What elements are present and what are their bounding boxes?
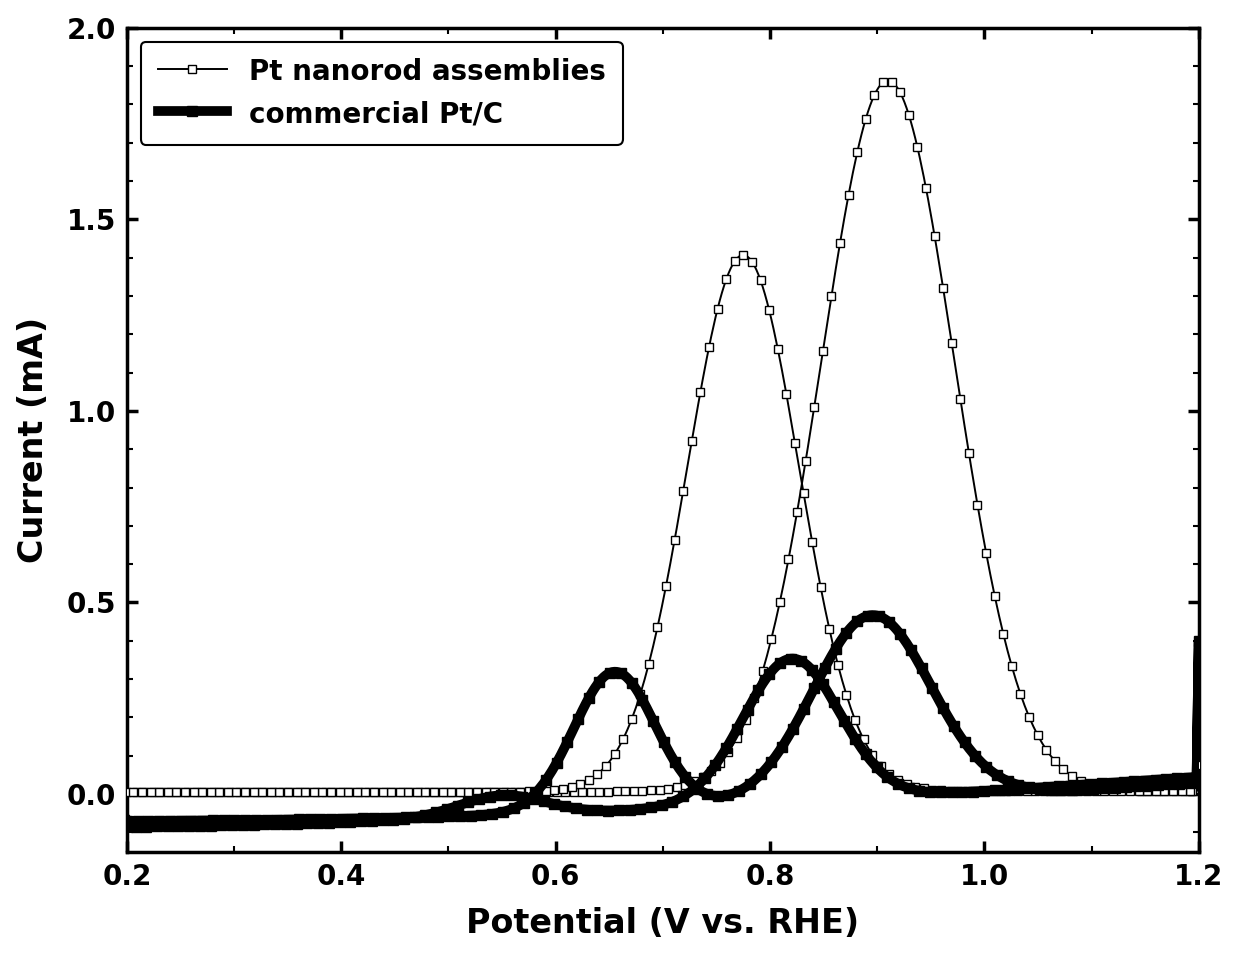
Pt nanorod assemblies [880,75,895,86]
Pt nanorod assemblies [119,787,134,798]
commercial Pt/C [1066,784,1081,795]
commercial Pt/C [119,815,134,827]
commercial Pt/C [339,812,353,824]
Pt nanorod assemblies [552,784,567,795]
Pt nanorod assemblies [590,768,605,780]
commercial Pt/C [590,805,605,816]
Line: Pt nanorod assemblies: Pt nanorod assemblies [123,77,1203,796]
Pt nanorod assemblies [119,787,134,798]
Y-axis label: Current (mA): Current (mA) [16,317,50,563]
commercial Pt/C [864,610,879,621]
Pt nanorod assemblies [790,450,805,461]
X-axis label: Potential (V vs. RHE): Potential (V vs. RHE) [466,907,859,941]
Legend: Pt nanorod assemblies, commercial Pt/C: Pt nanorod assemblies, commercial Pt/C [141,41,622,145]
commercial Pt/C [119,815,134,827]
commercial Pt/C [790,654,805,665]
commercial Pt/C [990,769,1004,781]
Pt nanorod assemblies [1066,771,1081,783]
commercial Pt/C [552,799,567,811]
Pt nanorod assemblies [339,787,353,798]
commercial Pt/C [122,821,136,833]
Line: commercial Pt/C: commercial Pt/C [122,611,1204,832]
Pt nanorod assemblies [990,600,1004,612]
